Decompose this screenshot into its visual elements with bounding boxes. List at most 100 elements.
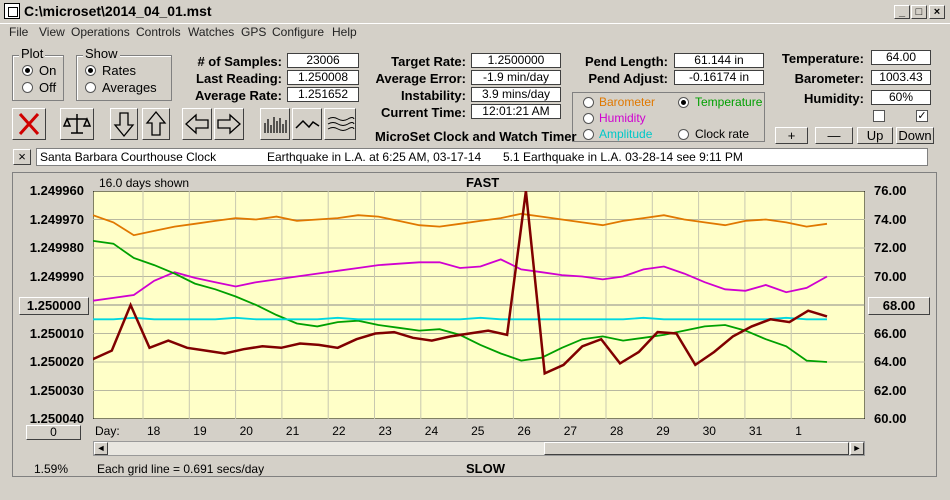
left-center-value-button[interactable]: 1.250000 bbox=[19, 297, 89, 315]
x-tick: 1 bbox=[795, 424, 802, 438]
menu-operations[interactable]: Operations bbox=[71, 25, 130, 39]
maximize-button[interactable]: □ bbox=[911, 5, 927, 19]
x-tick: 29 bbox=[656, 424, 670, 438]
bar-graph-icon bbox=[264, 117, 287, 133]
down-arrow-button[interactable] bbox=[110, 108, 138, 140]
target-rate-label: Target Rate: bbox=[391, 54, 466, 69]
left-tick: 1.250010 bbox=[29, 325, 84, 341]
close-button[interactable]: × bbox=[929, 5, 945, 19]
waves-button[interactable] bbox=[324, 108, 356, 140]
x-tick: 23 bbox=[378, 424, 392, 438]
sensor-select-box bbox=[572, 92, 765, 142]
x-tick: 22 bbox=[332, 424, 346, 438]
scale-icon bbox=[62, 114, 92, 134]
balance-button[interactable] bbox=[60, 108, 94, 140]
barometer-env-label: Barometer: bbox=[794, 71, 864, 86]
temperature-label: Temperature bbox=[695, 95, 763, 109]
right-arrow-button[interactable] bbox=[214, 108, 244, 140]
pend-adjust-label: Pend Adjust: bbox=[588, 71, 668, 86]
barometer-label: Barometer bbox=[599, 95, 656, 109]
series-line-3 bbox=[93, 316, 827, 321]
rate-chart[interactable] bbox=[93, 191, 865, 419]
clear-button[interactable] bbox=[12, 108, 46, 140]
show-rates-label: Rates bbox=[102, 63, 136, 78]
target-rate-field[interactable]: 1.2500000 bbox=[471, 53, 561, 68]
left-tick: 1.249960 bbox=[29, 183, 84, 198]
x-tick: 19 bbox=[193, 424, 207, 438]
checkbox-1[interactable] bbox=[873, 110, 885, 122]
show-averages-label: Averages bbox=[102, 80, 157, 95]
zero-button[interactable]: 0 bbox=[26, 425, 81, 440]
plot-off-radio[interactable] bbox=[22, 82, 33, 93]
title-bar: C:\microset\2014_04_01.mst _ □ × bbox=[0, 0, 950, 24]
series-line-0 bbox=[93, 212, 828, 237]
series-line-4 bbox=[93, 191, 828, 376]
humidity-radio[interactable] bbox=[583, 113, 594, 124]
average-rate-label: Average Rate: bbox=[195, 88, 282, 103]
show-rates-radio[interactable] bbox=[85, 65, 96, 76]
last-reading-field: 1.250008 bbox=[287, 70, 359, 85]
time-scrollbar[interactable]: ◄ ► bbox=[93, 441, 865, 456]
left-arrow-button[interactable] bbox=[182, 108, 212, 140]
barometer-env-field: 1003.43 bbox=[871, 70, 931, 85]
days-shown: 16.0 days shown bbox=[99, 176, 190, 190]
average-error-field: -1.9 min/day bbox=[471, 70, 561, 85]
arrow-down-icon bbox=[113, 112, 135, 138]
barometer-radio[interactable] bbox=[583, 97, 594, 108]
down-button[interactable]: Down bbox=[896, 127, 934, 144]
right-tick: 62.00 bbox=[874, 382, 907, 398]
x-tick: 20 bbox=[239, 424, 253, 438]
x-tick: 24 bbox=[424, 424, 439, 438]
bars-button[interactable] bbox=[260, 108, 290, 140]
menu-view[interactable]: View bbox=[39, 25, 65, 39]
plot-on-radio[interactable] bbox=[22, 65, 33, 76]
amplitude-radio[interactable] bbox=[583, 129, 594, 140]
app-icon[interactable] bbox=[4, 3, 20, 19]
last-reading-label: Last Reading: bbox=[196, 71, 282, 86]
menu-bar: File View Operations Controls Watches GP… bbox=[0, 24, 950, 42]
note-close-button[interactable]: × bbox=[13, 149, 31, 165]
average-rate-field: 1.251652 bbox=[287, 87, 359, 102]
menu-help[interactable]: Help bbox=[332, 25, 357, 39]
waves-icon bbox=[327, 117, 355, 131]
left-tick: 1.250030 bbox=[29, 382, 84, 398]
plus-button[interactable]: + bbox=[775, 127, 808, 144]
line-button[interactable] bbox=[292, 108, 322, 140]
minus-button[interactable]: — bbox=[815, 127, 853, 144]
clock-rate-radio[interactable] bbox=[678, 129, 689, 140]
note-field[interactable]: Santa Barbara Courthouse Clock Earthquak… bbox=[36, 148, 928, 166]
up-arrow-button[interactable] bbox=[142, 108, 170, 140]
humidity-env-field: 60% bbox=[871, 90, 931, 105]
x-tick: 27 bbox=[563, 424, 578, 438]
scroll-left-button[interactable]: ◄ bbox=[94, 442, 108, 455]
right-tick: 74.00 bbox=[874, 211, 907, 227]
scroll-right-button[interactable]: ► bbox=[850, 442, 864, 455]
pend-adjust-field: -0.16174 in bbox=[674, 70, 764, 85]
temperature-radio[interactable] bbox=[678, 97, 689, 108]
up-button[interactable]: Up bbox=[857, 127, 893, 144]
arrow-right-icon bbox=[217, 113, 241, 135]
clock-rate-label: Clock rate bbox=[695, 127, 750, 141]
note-earthquake-1: Earthquake in L.A. at 6:25 AM, 03-17-14 bbox=[267, 150, 482, 164]
right-center-value-button[interactable]: 68.00 bbox=[868, 297, 930, 315]
right-tick: 72.00 bbox=[874, 240, 907, 255]
show-group bbox=[76, 55, 172, 101]
plot-series bbox=[93, 191, 828, 376]
checkbox-2[interactable]: ✓ bbox=[916, 110, 928, 122]
menu-watches[interactable]: Watches bbox=[188, 25, 235, 39]
right-tick: 70.00 bbox=[874, 268, 907, 284]
menu-gps[interactable]: GPS bbox=[241, 25, 267, 39]
fast-label: FAST bbox=[466, 175, 500, 190]
note-earthquake-2: 5.1 Earthquake in L.A. 03-28-14 see 9:11… bbox=[503, 150, 743, 164]
right-tick: 66.00 bbox=[874, 325, 907, 341]
current-time-field: 12:01:21 AM bbox=[471, 104, 561, 119]
menu-controls[interactable]: Controls bbox=[136, 25, 181, 39]
arrow-left-icon bbox=[185, 113, 209, 135]
minimize-button[interactable]: _ bbox=[894, 5, 910, 19]
x-tick: 25 bbox=[471, 424, 485, 438]
show-averages-radio[interactable] bbox=[85, 82, 96, 93]
menu-file[interactable]: File bbox=[9, 25, 29, 39]
x-icon bbox=[18, 112, 40, 136]
menu-configure[interactable]: Configure bbox=[272, 25, 325, 39]
scroll-thumb[interactable] bbox=[544, 442, 849, 455]
